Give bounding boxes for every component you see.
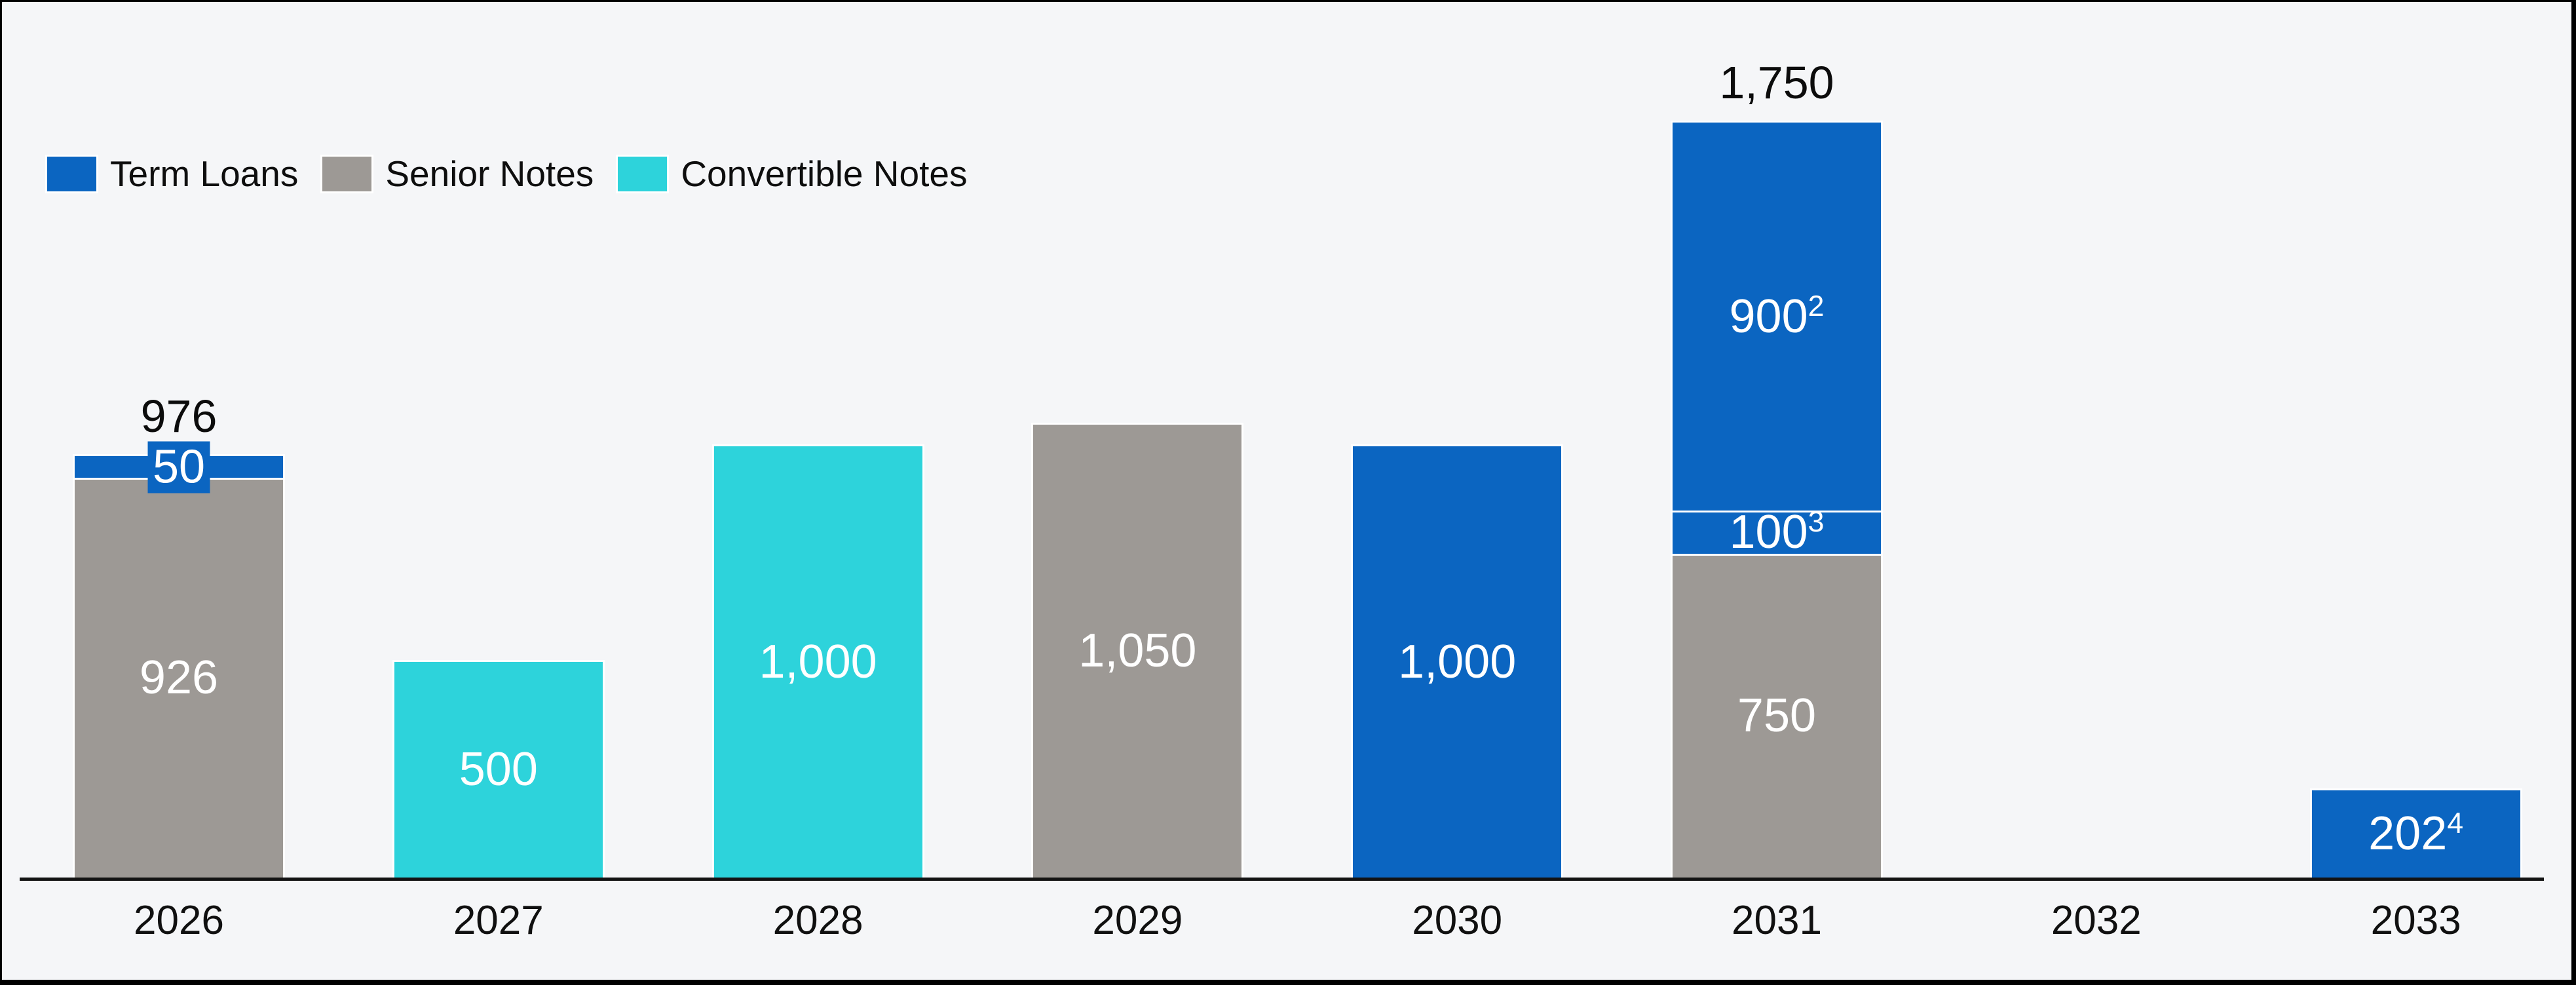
bar-segment-label: 2024 bbox=[2368, 807, 2464, 860]
legend-item-1: Senior Notes bbox=[320, 153, 594, 194]
bar-segment-label: 1,000 bbox=[1398, 635, 1517, 688]
chart-legend: Term Loans Senior Notes Convertible Notes bbox=[45, 153, 968, 194]
bar-segment-label: 1,050 bbox=[1078, 625, 1197, 678]
bar-segment-2027-convertible-notes bbox=[392, 659, 605, 880]
x-axis-label-2032: 2032 bbox=[2051, 898, 2142, 943]
x-axis-label-2026: 2026 bbox=[134, 898, 224, 943]
bar-segment-2026-senior-notes bbox=[73, 476, 285, 879]
legend-item-2: Convertible Notes bbox=[616, 153, 968, 194]
bar-segment-2031-term-loans bbox=[1671, 120, 1883, 513]
bar-segment-2029-senior-notes bbox=[1031, 422, 1244, 879]
legend-item-0: Term Loans bbox=[45, 153, 299, 194]
x-axis-line bbox=[20, 878, 2544, 881]
bar-segment-2030-term-loans bbox=[1351, 444, 1564, 879]
bar-total-label-2031: 1,750 bbox=[1719, 56, 1834, 108]
legend-swatch-icon bbox=[616, 155, 670, 193]
bar-total-label-2026: 976 bbox=[140, 391, 218, 442]
footnote-marker: 3 bbox=[1808, 506, 1825, 539]
x-axis-label-2033: 2033 bbox=[2370, 898, 2461, 943]
frame-border-left bbox=[0, 0, 2, 985]
footnote-marker: 4 bbox=[2447, 807, 2464, 840]
bar-segment-label: 9002 bbox=[1729, 290, 1825, 343]
legend-swatch-icon bbox=[45, 155, 98, 193]
legend-label: Term Loans bbox=[110, 153, 299, 194]
bar-segment-2031-term-loans bbox=[1671, 509, 1883, 556]
bar-segment-2028-convertible-notes bbox=[711, 444, 924, 879]
footnote-marker: 2 bbox=[1808, 290, 1825, 322]
frame-border-bottom bbox=[0, 980, 2576, 985]
x-axis-label-2031: 2031 bbox=[1732, 898, 1822, 943]
bar-segment-label: 926 bbox=[139, 651, 219, 705]
bar-segment-callout-label: 50 bbox=[147, 441, 210, 493]
bar-segment-label: 1,000 bbox=[759, 635, 877, 688]
frame-border-right bbox=[2571, 0, 2576, 985]
x-axis-label-2029: 2029 bbox=[1092, 898, 1183, 943]
bar-segment-2033-term-loans bbox=[2309, 788, 2522, 879]
x-axis-label-2027: 2027 bbox=[453, 898, 544, 943]
x-axis-label-2028: 2028 bbox=[772, 898, 863, 943]
bar-segment-label: 500 bbox=[459, 743, 538, 796]
frame-border-top bbox=[0, 0, 2576, 2]
legend-swatch-icon bbox=[320, 155, 374, 193]
bar-segment-label: 750 bbox=[1737, 689, 1817, 743]
bar-segment-label: 1003 bbox=[1729, 506, 1825, 559]
legend-label: Convertible Notes bbox=[681, 153, 968, 194]
x-axis-label-2030: 2030 bbox=[1412, 898, 1503, 943]
bar-segment-2031-senior-notes bbox=[1671, 552, 1883, 879]
legend-label: Senior Notes bbox=[385, 153, 594, 194]
